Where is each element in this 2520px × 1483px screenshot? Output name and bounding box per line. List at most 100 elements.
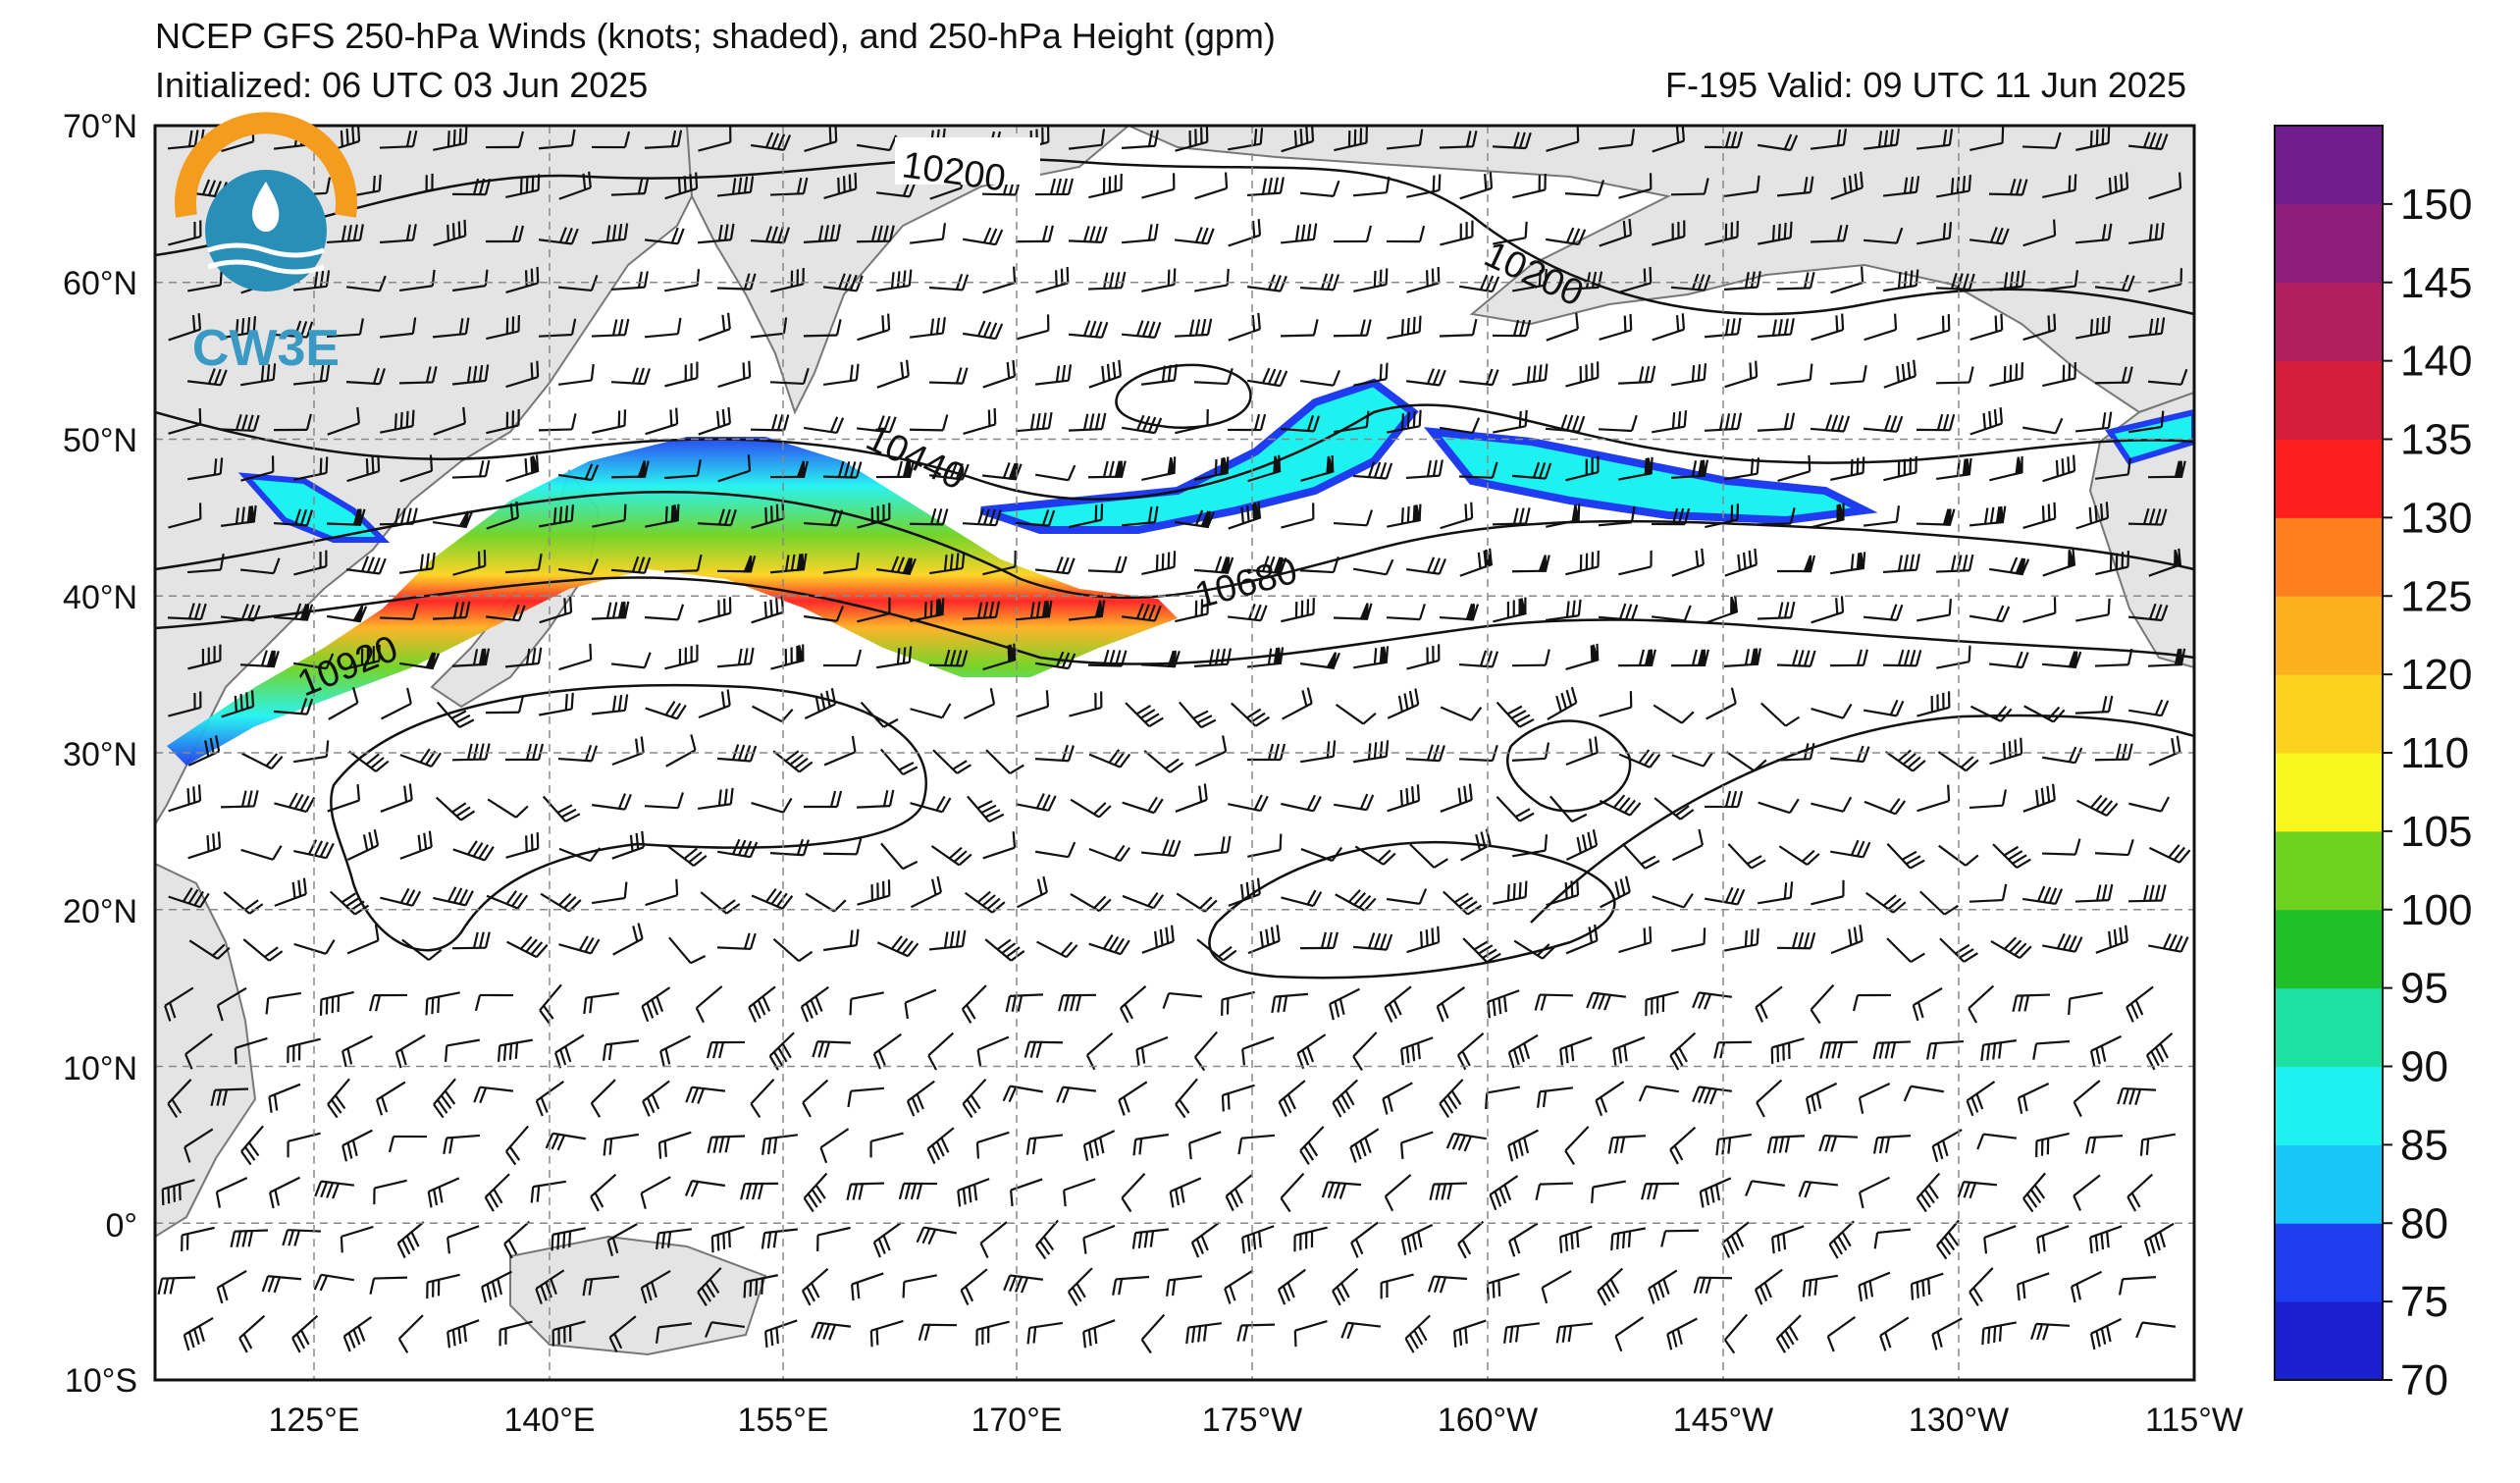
wind-barb xyxy=(1670,273,1711,291)
wind-barb xyxy=(215,1177,248,1208)
wind-barb xyxy=(216,986,247,1022)
wind-barb xyxy=(157,1276,196,1296)
wind-barb xyxy=(1564,1126,1590,1166)
wind-barb xyxy=(241,752,284,770)
wind-barb xyxy=(875,460,915,479)
wind-barb xyxy=(1969,505,2007,527)
wind-barb xyxy=(2017,1272,2050,1301)
wind-barb xyxy=(857,503,891,529)
wind-barb xyxy=(1280,414,1321,433)
wind-barb xyxy=(1332,1267,1359,1306)
colorbar-swatch xyxy=(2275,909,2383,989)
wind-barb xyxy=(503,1220,531,1259)
wind-barb xyxy=(380,409,415,434)
wind-barb xyxy=(1883,455,1917,482)
wind-barb xyxy=(1776,742,1815,762)
wind-barb xyxy=(1087,649,1128,667)
jet-streak-east xyxy=(1423,427,1878,525)
wind-barb xyxy=(1565,924,1599,955)
wind-barb xyxy=(313,1273,354,1292)
wind-barb xyxy=(1352,461,1393,480)
wind-barb xyxy=(856,225,895,243)
wind-barb xyxy=(1035,1219,1059,1260)
wind-barb xyxy=(1916,508,1956,526)
lon-label: 125°E xyxy=(268,1402,359,1439)
wind-barb xyxy=(592,409,627,435)
wind-barb xyxy=(1387,315,1422,340)
wind-barb xyxy=(369,993,408,1012)
wind-barb xyxy=(1069,503,1104,529)
wind-barb xyxy=(1174,318,1213,338)
wind-barb xyxy=(1886,937,1925,964)
wind-barb xyxy=(769,553,808,574)
wind-barb xyxy=(1386,225,1426,243)
wind-barb xyxy=(1333,603,1373,620)
wind-barb xyxy=(2022,783,2056,813)
colorbar-tick-label: 110 xyxy=(2400,729,2469,777)
wind-barb xyxy=(486,315,520,341)
wind-barb xyxy=(1002,1085,1043,1103)
wind-barb xyxy=(1757,507,1796,526)
wind-barb xyxy=(2073,1174,2101,1211)
wind-barb xyxy=(1776,176,1814,197)
wind-barb xyxy=(1429,1182,1468,1201)
wind-barb xyxy=(1864,313,1898,342)
wind-barb xyxy=(1916,1172,1941,1213)
wind-barb xyxy=(1224,1269,1254,1304)
wind-barb xyxy=(803,319,842,338)
wind-barb xyxy=(1281,126,1315,153)
wind-barb xyxy=(444,1038,480,1062)
wind-barb xyxy=(1541,1270,1572,1304)
wind-barb xyxy=(398,269,436,292)
wind-barb xyxy=(610,177,650,196)
lon-label: 170°E xyxy=(971,1402,1062,1439)
wind-barb xyxy=(373,1179,407,1205)
wind-barb xyxy=(1056,1086,1097,1104)
wind-barb xyxy=(769,177,809,196)
wind-barb xyxy=(982,550,1017,576)
wind-barb xyxy=(1759,702,1801,727)
wind-barb xyxy=(1405,459,1444,480)
wind-barb xyxy=(698,597,732,623)
wind-barb xyxy=(380,783,413,813)
wind-barb xyxy=(1705,503,1740,529)
wind-barb xyxy=(603,1133,640,1156)
wind-barb xyxy=(975,1320,1010,1347)
wind-barb xyxy=(1723,175,1760,198)
wind-barb xyxy=(1135,1035,1169,1066)
wind-barb xyxy=(664,361,699,388)
wind-barb xyxy=(1227,413,1267,432)
wind-barb xyxy=(220,790,259,809)
wind-barb xyxy=(1969,789,2007,810)
wind-barb xyxy=(695,985,723,1024)
colorbar-tick-label: 125 xyxy=(2400,572,2472,620)
wind-barb xyxy=(716,555,757,573)
wind-barb xyxy=(927,1032,955,1071)
wind-barb xyxy=(486,408,520,435)
wind-barb xyxy=(668,936,707,965)
pacific-jet-core xyxy=(167,437,1178,766)
wind-barb xyxy=(1776,272,1815,291)
wind-barb xyxy=(803,224,842,243)
wind-barb xyxy=(1826,1315,1857,1352)
wind-barb xyxy=(1458,274,1500,293)
wind-barb xyxy=(1612,1035,1646,1066)
wind-barb xyxy=(849,991,884,1016)
wind-barb xyxy=(1811,703,1853,719)
wind-barb xyxy=(2145,1032,2174,1071)
wind-barb xyxy=(433,219,467,247)
wind-barb xyxy=(1271,992,1309,1014)
wind-barb xyxy=(748,985,776,1023)
wind-barb xyxy=(875,646,913,669)
wind-barb xyxy=(1141,456,1177,482)
wind-barb xyxy=(1692,1086,1733,1105)
wind-barb xyxy=(451,459,491,479)
wind-barb xyxy=(1015,600,1053,621)
wind-barb xyxy=(1034,178,1075,196)
wind-barb xyxy=(398,366,438,385)
wind-barb xyxy=(1828,1220,1855,1259)
wind-barb xyxy=(1034,364,1073,386)
wind-barb xyxy=(1614,1316,1645,1352)
wind-barb xyxy=(1282,687,1313,720)
wind-barb xyxy=(1016,690,1050,718)
